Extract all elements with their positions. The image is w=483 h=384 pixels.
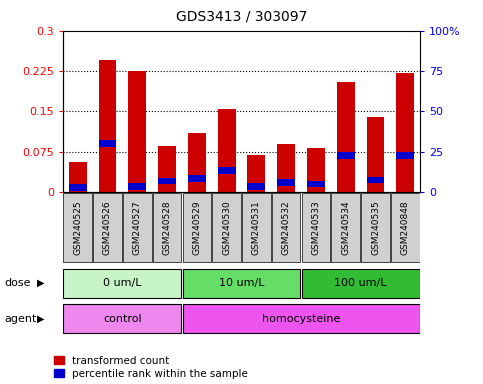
Bar bbox=[247, 156, 265, 192]
Bar bbox=[397, 73, 414, 192]
Bar bbox=[128, 184, 146, 190]
Bar bbox=[277, 144, 295, 192]
FancyBboxPatch shape bbox=[361, 194, 390, 262]
Bar bbox=[307, 148, 325, 192]
Bar bbox=[367, 177, 384, 184]
Bar bbox=[158, 146, 176, 192]
Bar bbox=[158, 178, 176, 184]
Text: GSM240534: GSM240534 bbox=[341, 200, 350, 255]
FancyBboxPatch shape bbox=[272, 194, 300, 262]
Bar bbox=[218, 167, 236, 174]
Bar bbox=[397, 152, 414, 159]
FancyBboxPatch shape bbox=[93, 194, 122, 262]
Bar bbox=[188, 133, 206, 192]
Text: GSM240535: GSM240535 bbox=[371, 200, 380, 255]
FancyBboxPatch shape bbox=[183, 194, 211, 262]
FancyBboxPatch shape bbox=[331, 194, 360, 262]
Bar bbox=[99, 141, 116, 147]
FancyBboxPatch shape bbox=[63, 194, 92, 262]
FancyBboxPatch shape bbox=[391, 194, 420, 262]
FancyBboxPatch shape bbox=[63, 304, 181, 333]
Text: GSM240529: GSM240529 bbox=[192, 200, 201, 255]
FancyBboxPatch shape bbox=[302, 194, 330, 262]
Bar bbox=[277, 179, 295, 185]
Bar bbox=[128, 71, 146, 192]
Bar bbox=[218, 109, 236, 192]
Text: 0 um/L: 0 um/L bbox=[103, 278, 142, 288]
FancyBboxPatch shape bbox=[213, 194, 241, 262]
Text: homocysteine: homocysteine bbox=[262, 313, 340, 324]
Text: control: control bbox=[103, 313, 142, 324]
Text: 100 um/L: 100 um/L bbox=[334, 278, 387, 288]
Text: GSM240533: GSM240533 bbox=[312, 200, 320, 255]
Text: GSM240530: GSM240530 bbox=[222, 200, 231, 255]
Text: GSM240532: GSM240532 bbox=[282, 200, 291, 255]
Text: GSM240528: GSM240528 bbox=[163, 200, 171, 255]
Bar bbox=[307, 181, 325, 187]
Legend: transformed count, percentile rank within the sample: transformed count, percentile rank withi… bbox=[54, 356, 248, 379]
Bar bbox=[247, 184, 265, 190]
Bar bbox=[69, 162, 86, 192]
Text: GDS3413 / 303097: GDS3413 / 303097 bbox=[176, 10, 307, 23]
Bar bbox=[337, 152, 355, 159]
Text: ▶: ▶ bbox=[37, 313, 45, 324]
Text: dose: dose bbox=[5, 278, 31, 288]
Text: GSM240526: GSM240526 bbox=[103, 200, 112, 255]
Text: GSM240527: GSM240527 bbox=[133, 200, 142, 255]
Bar bbox=[337, 82, 355, 192]
Text: 10 um/L: 10 um/L bbox=[219, 278, 264, 288]
FancyBboxPatch shape bbox=[302, 268, 420, 298]
FancyBboxPatch shape bbox=[63, 268, 181, 298]
FancyBboxPatch shape bbox=[123, 194, 152, 262]
Bar bbox=[69, 184, 86, 191]
Text: GSM240848: GSM240848 bbox=[401, 200, 410, 255]
Text: ▶: ▶ bbox=[37, 278, 45, 288]
Bar bbox=[188, 175, 206, 182]
FancyBboxPatch shape bbox=[183, 268, 300, 298]
Text: GSM240525: GSM240525 bbox=[73, 200, 82, 255]
Text: agent: agent bbox=[5, 313, 37, 324]
Text: GSM240531: GSM240531 bbox=[252, 200, 261, 255]
Bar bbox=[367, 117, 384, 192]
FancyBboxPatch shape bbox=[183, 304, 420, 333]
Bar bbox=[99, 60, 116, 192]
FancyBboxPatch shape bbox=[242, 194, 270, 262]
FancyBboxPatch shape bbox=[153, 194, 181, 262]
